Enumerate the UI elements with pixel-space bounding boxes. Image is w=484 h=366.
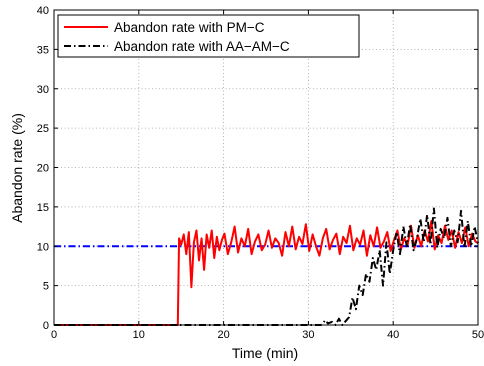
- x-tick-label: 10: [133, 329, 145, 341]
- y-tick-label: 40: [37, 5, 49, 17]
- y-tick-label: 30: [37, 84, 49, 96]
- series-line-pmc: [54, 220, 479, 326]
- legend: Abandon rate with PM−C Abandon rate with…: [57, 14, 360, 58]
- x-tick-label: 0: [51, 329, 57, 341]
- legend-box: [57, 14, 360, 58]
- legend-label-aaamc: Abandon rate with AA−AM−C: [114, 39, 290, 54]
- legend-label-pmc: Abandon rate with PM−C: [114, 20, 265, 35]
- x-tick-label: 20: [217, 329, 229, 341]
- x-tick-label: 50: [472, 329, 484, 341]
- x-tick-label: 40: [387, 329, 399, 341]
- tick-marks: [53, 9, 479, 326]
- y-tick-label: 25: [37, 123, 49, 135]
- y-tick-label: 5: [43, 281, 49, 293]
- y-axis-label: Abandon rate (%): [9, 113, 25, 223]
- series-line-aaamc: [54, 207, 479, 326]
- y-tick-label: 15: [37, 202, 49, 214]
- y-tick-label: 35: [37, 44, 49, 56]
- y-tick-labels: 0 5 10 15 20 25 30 35 40: [37, 5, 49, 332]
- x-tick-labels: 0 10 20 30 40 50: [51, 329, 484, 341]
- y-tick-label: 0: [43, 320, 49, 332]
- series-layer: [54, 207, 479, 326]
- y-tick-label: 20: [37, 163, 49, 175]
- y-tick-label: 10: [37, 241, 49, 253]
- x-tick-label: 30: [302, 329, 314, 341]
- x-axis-label: Time (min): [232, 345, 298, 361]
